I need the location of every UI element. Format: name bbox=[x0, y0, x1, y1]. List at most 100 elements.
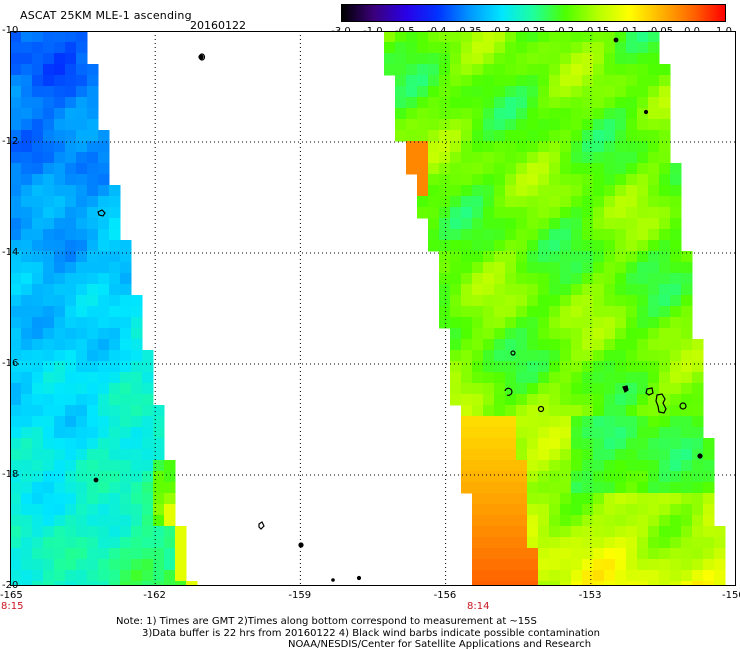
wind-cell bbox=[472, 471, 484, 483]
wind-cell bbox=[505, 273, 517, 285]
wind-cell bbox=[76, 273, 88, 285]
wind-cell bbox=[549, 218, 561, 230]
wind-cell bbox=[703, 449, 715, 461]
wind-cell bbox=[637, 218, 649, 230]
wind-cell bbox=[659, 559, 671, 571]
wind-cell bbox=[538, 339, 550, 351]
wind-cell bbox=[714, 526, 726, 538]
wind-cell bbox=[527, 471, 539, 483]
wind-cell bbox=[10, 31, 22, 43]
wind-cell bbox=[670, 317, 682, 329]
wind-cell bbox=[692, 361, 704, 373]
wind-cell bbox=[131, 548, 143, 560]
wind-cell bbox=[494, 372, 506, 384]
wind-cell bbox=[659, 515, 671, 527]
wind-cell bbox=[450, 240, 462, 252]
wind-cell bbox=[54, 207, 66, 219]
wind-cell bbox=[494, 273, 506, 285]
wind-cell bbox=[626, 163, 638, 175]
wind-cell bbox=[626, 240, 638, 252]
wind-cell bbox=[582, 141, 594, 153]
wind-cell bbox=[560, 207, 572, 219]
wind-cell bbox=[10, 372, 22, 384]
wind-cell bbox=[681, 526, 693, 538]
wind-cell bbox=[43, 262, 55, 274]
wind-cell bbox=[109, 372, 121, 384]
wind-cell bbox=[21, 383, 33, 395]
pass-time-right: 8:14 bbox=[467, 601, 490, 612]
wind-cell bbox=[10, 152, 22, 164]
wind-cell bbox=[604, 394, 616, 406]
wind-cell bbox=[527, 273, 539, 285]
wind-cell bbox=[593, 416, 605, 428]
wind-cell bbox=[54, 262, 66, 274]
wind-cell bbox=[615, 372, 627, 384]
wind-cell bbox=[98, 306, 110, 318]
wind-cell bbox=[516, 559, 528, 571]
wind-cell bbox=[87, 581, 99, 586]
wind-cell bbox=[164, 548, 176, 560]
wind-cell bbox=[76, 471, 88, 483]
wind-cell bbox=[527, 515, 539, 527]
wind-cell bbox=[604, 130, 616, 142]
wind-cell bbox=[472, 548, 484, 560]
wind-cell bbox=[450, 53, 462, 65]
wind-cell bbox=[54, 537, 66, 549]
wind-cell bbox=[615, 284, 627, 296]
wind-cell bbox=[626, 471, 638, 483]
wind-cell bbox=[593, 185, 605, 197]
wind-cell bbox=[538, 207, 550, 219]
wind-cell bbox=[714, 537, 726, 549]
wind-cell bbox=[527, 405, 539, 417]
wind-cell bbox=[637, 427, 649, 439]
wind-cell bbox=[527, 240, 539, 252]
wind-cell bbox=[604, 537, 616, 549]
wind-cell bbox=[538, 185, 550, 197]
wind-cell bbox=[626, 42, 638, 54]
wind-cell bbox=[43, 548, 55, 560]
wind-cell bbox=[98, 130, 110, 142]
wind-cell bbox=[483, 86, 495, 98]
wind-cell bbox=[164, 504, 176, 516]
wind-cell bbox=[516, 515, 528, 527]
wind-cell bbox=[604, 306, 616, 318]
wind-cell bbox=[483, 416, 495, 428]
wind-cell bbox=[98, 361, 110, 373]
wind-cell bbox=[549, 42, 561, 54]
wind-cell bbox=[637, 515, 649, 527]
wind-cell bbox=[131, 581, 143, 586]
wind-cell bbox=[659, 471, 671, 483]
wind-cell bbox=[626, 284, 638, 296]
wind-cell bbox=[21, 273, 33, 285]
wind-cell bbox=[505, 515, 517, 527]
wind-cell bbox=[10, 339, 22, 351]
wind-cell bbox=[461, 438, 473, 450]
wind-cell bbox=[164, 493, 176, 505]
wind-cell bbox=[65, 262, 77, 274]
wind-cell bbox=[109, 262, 121, 274]
wind-cell bbox=[98, 174, 110, 186]
wind-cell bbox=[494, 31, 506, 43]
wind-cell bbox=[120, 526, 132, 538]
wind-cell bbox=[637, 339, 649, 351]
wind-cell bbox=[87, 504, 99, 516]
wind-cell bbox=[98, 581, 110, 586]
wind-cell bbox=[582, 31, 594, 43]
wind-cell bbox=[560, 174, 572, 186]
wind-cell bbox=[120, 581, 132, 586]
wind-cell bbox=[153, 493, 165, 505]
wind-cell bbox=[604, 372, 616, 384]
wind-cell bbox=[483, 240, 495, 252]
wind-cell bbox=[109, 196, 121, 208]
wind-cell bbox=[54, 328, 66, 340]
wind-cell bbox=[538, 372, 550, 384]
wind-cell bbox=[659, 240, 671, 252]
wind-cell bbox=[461, 53, 473, 65]
wind-cell bbox=[21, 163, 33, 175]
wind-cell bbox=[417, 141, 429, 153]
wind-cell bbox=[516, 218, 528, 230]
wind-cell bbox=[153, 581, 165, 586]
wind-cell bbox=[593, 64, 605, 76]
wind-cell bbox=[43, 581, 55, 586]
wind-cell bbox=[483, 427, 495, 439]
